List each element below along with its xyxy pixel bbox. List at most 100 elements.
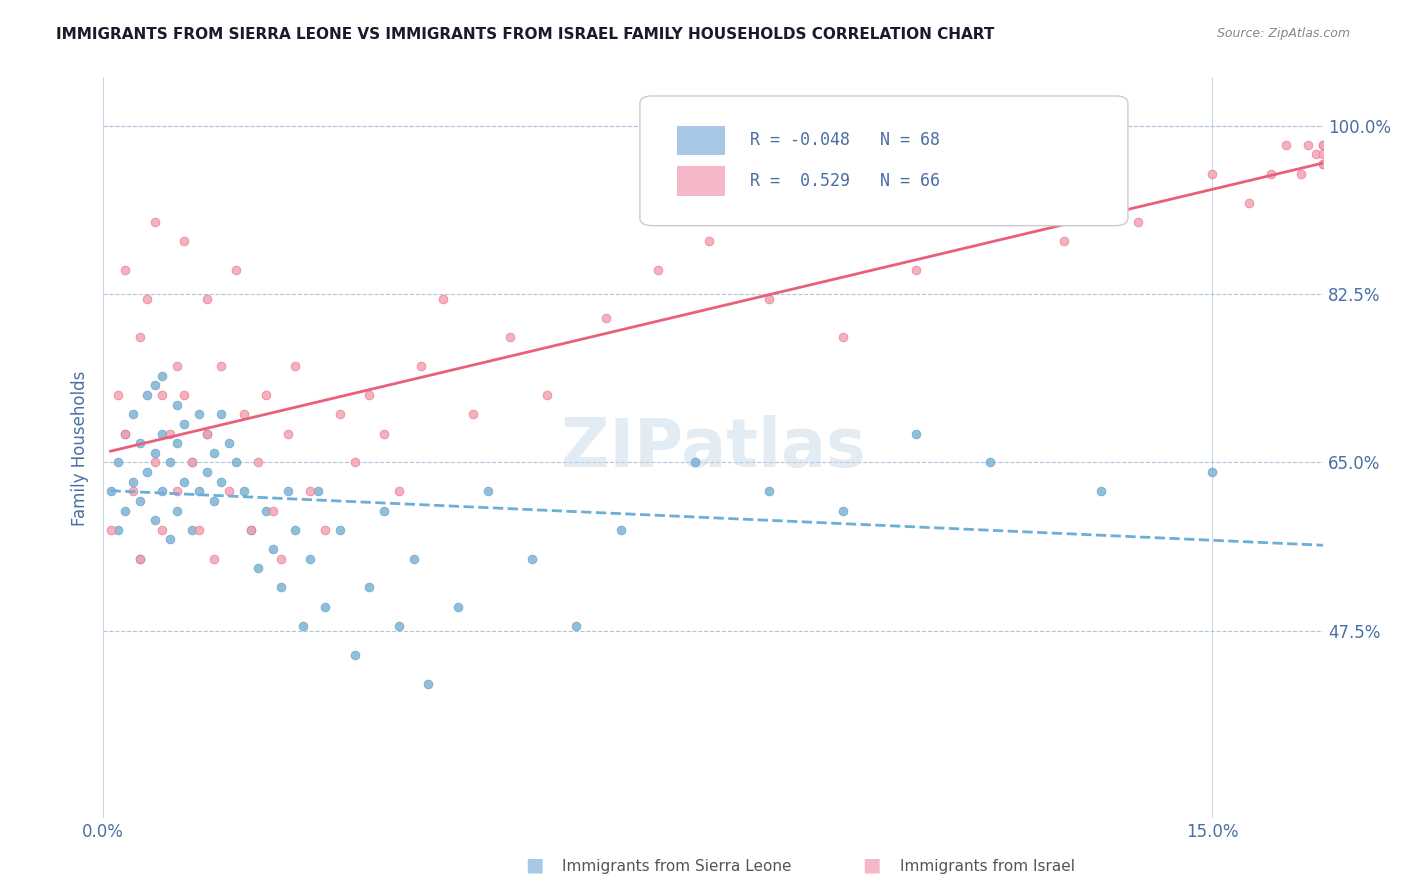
Point <box>565 619 588 633</box>
Point <box>218 436 240 450</box>
Point <box>129 551 152 566</box>
Point <box>247 561 270 575</box>
Text: ■: ■ <box>524 855 544 874</box>
Point <box>1305 147 1327 161</box>
Point <box>150 523 173 537</box>
Text: ■: ■ <box>862 855 882 874</box>
Point <box>159 426 181 441</box>
Point <box>166 503 188 517</box>
Point <box>180 455 202 469</box>
Point <box>114 503 136 517</box>
Point <box>1260 167 1282 181</box>
Point <box>418 677 440 691</box>
Point <box>173 475 195 489</box>
Point <box>218 484 240 499</box>
Point <box>1090 484 1112 499</box>
Point <box>173 388 195 402</box>
Point <box>536 388 558 402</box>
Point <box>107 388 129 402</box>
Point <box>388 484 411 499</box>
Point <box>758 484 780 499</box>
Text: Source: ZipAtlas.com: Source: ZipAtlas.com <box>1216 27 1350 40</box>
Text: IMMIGRANTS FROM SIERRA LEONE VS IMMIGRANTS FROM ISRAEL FAMILY HOUSEHOLDS CORRELA: IMMIGRANTS FROM SIERRA LEONE VS IMMIGRAN… <box>56 27 994 42</box>
Point <box>329 523 352 537</box>
Point <box>314 523 336 537</box>
Point <box>299 484 322 499</box>
Point <box>1312 147 1334 161</box>
Point <box>195 465 218 479</box>
Point <box>129 551 152 566</box>
Point <box>1298 137 1320 152</box>
FancyBboxPatch shape <box>640 96 1128 226</box>
Point <box>409 359 432 373</box>
Point <box>240 523 263 537</box>
Point <box>1201 465 1223 479</box>
Point <box>180 455 202 469</box>
Point <box>831 503 853 517</box>
Point <box>136 292 159 306</box>
Point <box>343 648 366 662</box>
Point <box>1312 137 1334 152</box>
Point <box>129 436 152 450</box>
Text: ZIPatlas: ZIPatlas <box>561 415 866 481</box>
FancyBboxPatch shape <box>676 126 725 155</box>
Point <box>195 292 218 306</box>
Point <box>114 426 136 441</box>
Point <box>373 503 395 517</box>
Point <box>432 292 454 306</box>
Point <box>831 330 853 344</box>
Point <box>136 388 159 402</box>
Point <box>284 359 307 373</box>
Point <box>277 484 299 499</box>
Point <box>129 330 152 344</box>
Point <box>447 599 470 614</box>
Point <box>107 455 129 469</box>
Point <box>166 398 188 412</box>
Point <box>647 263 669 277</box>
Point <box>329 407 352 421</box>
Point <box>699 234 721 248</box>
Point <box>1053 234 1076 248</box>
Point <box>402 551 425 566</box>
Point <box>202 551 225 566</box>
Point <box>150 484 173 499</box>
Point <box>359 581 381 595</box>
Point <box>188 484 211 499</box>
Point <box>114 426 136 441</box>
Point <box>1237 195 1260 210</box>
Text: Immigrants from Israel: Immigrants from Israel <box>900 859 1074 874</box>
Point <box>150 426 173 441</box>
Point <box>195 426 218 441</box>
Point <box>1289 167 1312 181</box>
Point <box>520 551 543 566</box>
Point <box>143 378 166 392</box>
Point <box>609 523 631 537</box>
Point <box>209 407 232 421</box>
Point <box>202 494 225 508</box>
Point <box>1201 167 1223 181</box>
Point <box>683 455 706 469</box>
FancyBboxPatch shape <box>676 167 725 196</box>
Point <box>979 455 1001 469</box>
Text: R =  0.529   N = 66: R = 0.529 N = 66 <box>749 172 939 190</box>
Point <box>100 484 122 499</box>
Point <box>209 475 232 489</box>
Point <box>262 503 284 517</box>
Point <box>100 523 122 537</box>
Point <box>388 619 411 633</box>
Point <box>232 407 254 421</box>
Point <box>121 484 143 499</box>
Point <box>314 599 336 614</box>
Point <box>270 551 292 566</box>
Point <box>173 417 195 431</box>
Point <box>307 484 329 499</box>
Point <box>499 330 522 344</box>
Point <box>461 407 484 421</box>
Point <box>270 581 292 595</box>
Point <box>1312 157 1334 171</box>
Text: R = -0.048   N = 68: R = -0.048 N = 68 <box>749 131 939 150</box>
Point <box>225 263 247 277</box>
Point <box>247 455 270 469</box>
Text: Immigrants from Sierra Leone: Immigrants from Sierra Leone <box>562 859 792 874</box>
Point <box>143 215 166 229</box>
